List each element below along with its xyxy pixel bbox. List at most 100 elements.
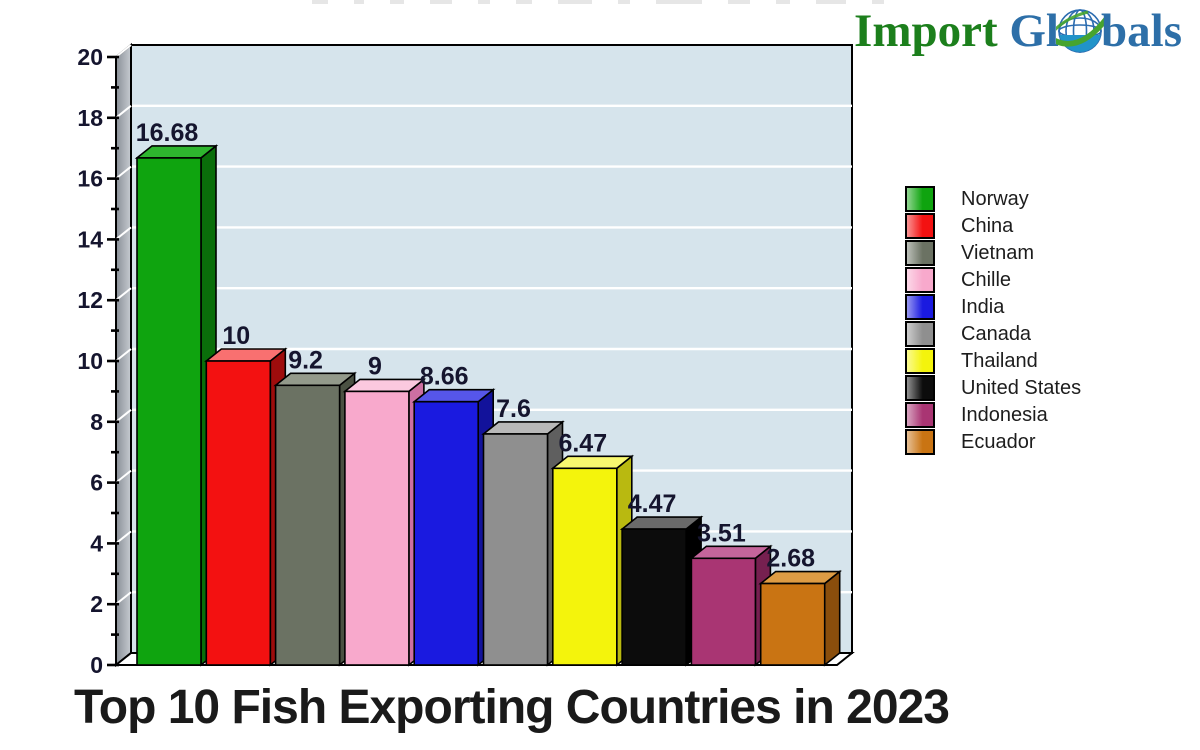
y-axis-tick-label: 8: [90, 409, 103, 435]
y-axis-tick-label: 12: [77, 287, 103, 313]
bar-thailand: [550, 454, 635, 667]
bar-value-label: 10: [222, 322, 250, 350]
legend-label: Thailand: [961, 350, 1038, 372]
bar-top-face: [204, 348, 288, 362]
legend-item-india: India: [905, 294, 1081, 320]
legend-swatch: [905, 375, 935, 401]
bar-top-face: [134, 145, 219, 159]
chart-title: Top 10 Fish Exporting Countries in 2023: [74, 681, 950, 734]
bar-front-face: [621, 528, 687, 666]
bar-china: [204, 347, 288, 667]
bar-top-face: [619, 516, 704, 530]
legend-item-norway: Norway: [905, 186, 1081, 212]
globe-icon: [1048, 9, 1110, 53]
bar-top-face: [481, 421, 565, 435]
import-globals-logo: Import Gl bals: [854, 4, 1182, 58]
legend-swatch: [905, 321, 935, 347]
logo-text-gl: Gl: [1009, 5, 1059, 57]
legend-swatch: [905, 429, 935, 455]
cropped-text-artifact: [312, 0, 884, 4]
legend-swatch: [905, 213, 935, 239]
legend-label: Ecuador: [961, 431, 1036, 453]
wall-tick-slash: [115, 530, 132, 545]
logo-text-bals: bals: [1101, 5, 1182, 57]
bar-indonesia: [689, 544, 773, 667]
legend-label: United States: [961, 377, 1082, 399]
bar-value-label: 3.51: [697, 519, 746, 547]
legend-item-indonesia: Indonesia: [905, 402, 1081, 428]
legend-swatch: [905, 348, 935, 374]
legend-swatch: [905, 402, 935, 428]
legend-label: China: [961, 215, 1014, 237]
legend-label: Norway: [961, 188, 1029, 210]
bar-canada: [481, 420, 565, 667]
legend-swatch: [905, 267, 935, 293]
legend-label: Vietnam: [961, 242, 1035, 264]
bar-value-label: 9.2: [288, 346, 323, 374]
bar-top-face: [342, 378, 427, 393]
bar-front-face: [690, 557, 757, 666]
legend-item-chille: Chille: [905, 267, 1081, 293]
bar-india: [411, 388, 496, 667]
bar-top-face: [550, 455, 635, 470]
bar-norway: [134, 144, 219, 667]
legend-item-vietnam: Vietnam: [905, 240, 1081, 266]
wall-tick-slash: [115, 348, 132, 362]
y-axis-tick-label: 2: [90, 591, 103, 617]
wall-tick-slash: [115, 165, 132, 180]
legend-swatch: [905, 240, 935, 266]
legend-label: India: [961, 296, 1005, 318]
y-axis-tick-label: 14: [77, 226, 103, 252]
y-axis-tick-label: 16: [77, 166, 103, 192]
legend-item-china: China: [905, 213, 1081, 239]
bar-side-face: [823, 569, 841, 667]
bar-value-label: 6.47: [558, 429, 607, 457]
bar-top-face: [689, 545, 773, 560]
legend-swatch: [905, 186, 935, 212]
wall-tick-slash: [115, 44, 132, 58]
bar-front-face: [344, 390, 410, 666]
bar-front-face: [759, 582, 826, 666]
bar-value-label: 7.6: [496, 395, 531, 423]
y-axis-tick-label: 6: [90, 470, 103, 496]
bar-value-label: 9: [368, 352, 382, 380]
bar-value-label: 4.47: [628, 490, 677, 518]
bar-united-states: [619, 515, 704, 667]
wall-tick-slash: [115, 469, 132, 484]
bar-value-label: 16.68: [136, 119, 199, 147]
bar-top-face: [273, 372, 357, 387]
legend-item-canada: Canada: [905, 321, 1081, 347]
bar-chille: [342, 377, 427, 667]
bar-front-face: [136, 157, 202, 666]
legend-swatch: [905, 294, 935, 320]
bar-top-face: [411, 388, 496, 403]
bar-front-face: [551, 467, 618, 666]
y-axis-tick-label: 0: [90, 652, 103, 678]
wall-tick-slash: [115, 591, 132, 605]
legend-item-thailand: Thailand: [905, 348, 1081, 374]
wall-tick-slash: [115, 226, 132, 241]
chart-legend: Norway China Vietnam Chille India Canada Thail…: [905, 186, 1082, 457]
legend-label: Chille: [961, 269, 1012, 291]
bar-top-face: [758, 570, 842, 585]
legend-label: Indonesia: [961, 404, 1048, 426]
y-axis-tick-label: 20: [77, 44, 103, 70]
bar-vietnam: [273, 371, 357, 667]
wall-tick-slash: [115, 409, 132, 423]
y-axis-tick-label: 10: [77, 348, 103, 374]
bar-front-face: [482, 433, 549, 666]
y-axis-tick-label: 4: [90, 530, 103, 556]
legend-item-ecuador: Ecuador: [905, 429, 1081, 455]
bar-front-face: [274, 384, 341, 666]
legend-item-united-states: United States: [905, 375, 1082, 401]
y-axis-tick-label: 18: [77, 105, 103, 131]
bar-value-label: 2.68: [766, 545, 815, 573]
bar-front-face: [205, 360, 272, 666]
bar-front-face: [413, 400, 480, 666]
wall-tick-slash: [115, 105, 132, 119]
bar-ecuador: [758, 569, 842, 667]
bar-value-label: 8.66: [420, 363, 469, 391]
logo-text-import: Import: [854, 5, 998, 57]
